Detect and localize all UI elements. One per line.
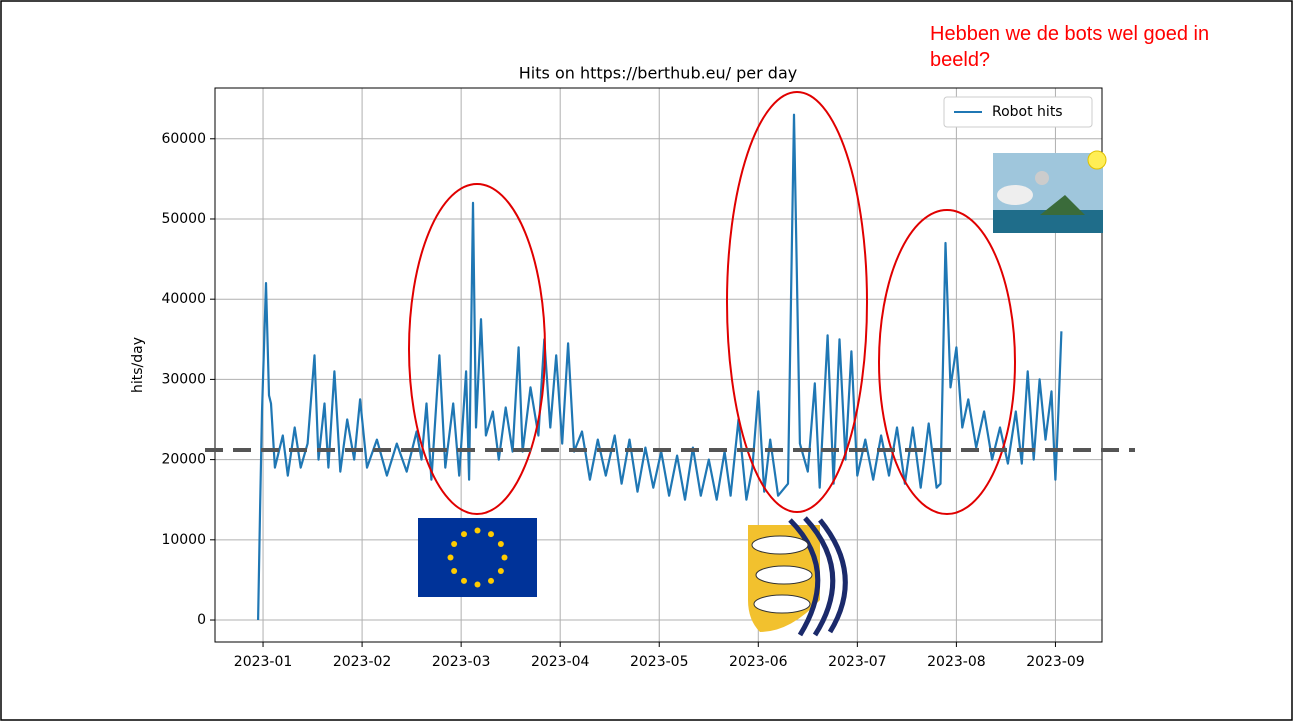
- coat-of-arms: [748, 516, 848, 637]
- legend-label: Robot hits: [992, 104, 1063, 120]
- star: [451, 541, 458, 547]
- slide-title-line: Hebben we de bots wel goed in: [930, 23, 1209, 45]
- x-tick-label: 2023-02: [333, 654, 392, 670]
- y-tick-label: 10000: [161, 532, 206, 548]
- y-tick-label: 50000: [161, 211, 206, 227]
- star: [474, 527, 481, 534]
- star: [497, 568, 504, 574]
- star: [461, 531, 467, 538]
- chart-title: Hits on https://berthub.eu/ per day: [519, 64, 797, 83]
- x-tick-label: 2023-09: [1026, 654, 1085, 670]
- y-tick-label: 60000: [161, 131, 206, 147]
- highlight-ellipses: [408, 91, 1016, 515]
- grid: 0 10000 20000 30000 40000 50000 60000 2023-01 20…: [161, 87, 1103, 670]
- legend-box: [943, 96, 1093, 128]
- y-tick-label: 0: [197, 612, 206, 628]
- x-tick-label: 2023-05: [630, 654, 689, 670]
- star: [474, 581, 481, 588]
- star: [447, 554, 454, 561]
- x-tick-label: 2023-08: [927, 654, 986, 670]
- y-tick-label: 40000: [161, 291, 206, 307]
- star: [497, 541, 504, 547]
- data-line: [257, 113, 1063, 621]
- x-tick-label: 2023-04: [531, 654, 590, 670]
- eu-flag: [418, 518, 537, 597]
- plot: Robot hits: [257, 96, 1093, 621]
- star: [488, 531, 494, 538]
- star: [501, 554, 508, 561]
- legend: Robot hits: [943, 96, 1093, 128]
- y-axis-label: hits/day: [130, 337, 146, 393]
- x-tick-label: 2023-01: [234, 654, 293, 670]
- x-tick-label: 2023-06: [729, 654, 788, 670]
- star: [488, 577, 494, 584]
- x-tick-label: 2023-07: [828, 654, 887, 670]
- climate-image: [993, 150, 1107, 233]
- y-tick-label: 30000: [161, 371, 206, 387]
- star: [461, 577, 467, 584]
- slide-title-line: beeld?: [930, 49, 990, 71]
- plot-frame: [214, 87, 1103, 643]
- x-tick-label: 2023-03: [432, 654, 491, 670]
- star: [451, 568, 458, 574]
- slide-title: Hebben we de bots wel goed in beeld?: [930, 23, 1209, 71]
- y-tick-label: 20000: [161, 452, 206, 468]
